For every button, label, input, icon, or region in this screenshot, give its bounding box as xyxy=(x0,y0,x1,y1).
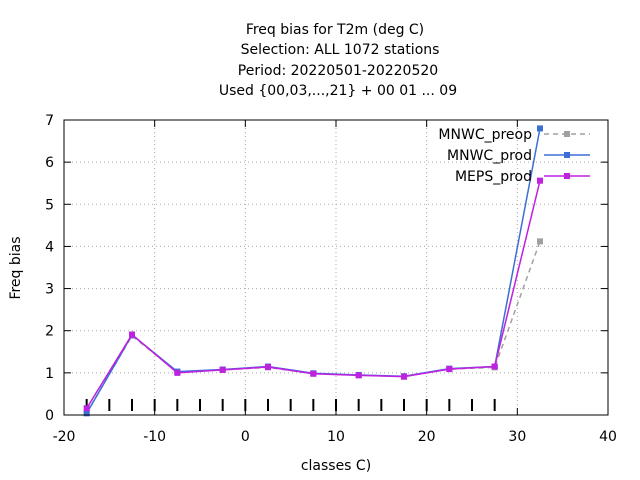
data-point xyxy=(265,363,271,370)
x-tick-label: 30 xyxy=(508,429,526,445)
data-point xyxy=(401,373,407,380)
series-line-MNWC_preop xyxy=(86,241,541,414)
y-tick-label: 5 xyxy=(45,197,54,213)
legend-label: MNWC_preop xyxy=(438,127,532,143)
y-tick-label: 3 xyxy=(45,282,54,298)
y-tick-label: 4 xyxy=(45,239,54,255)
legend-swatch-marker xyxy=(564,173,570,179)
legend-swatch-marker xyxy=(564,152,570,158)
data-point xyxy=(491,363,498,370)
x-tick-label: 0 xyxy=(241,429,250,445)
data-point xyxy=(310,370,317,377)
y-tick-label: 1 xyxy=(45,366,54,382)
x-tick-label: 40 xyxy=(599,429,617,445)
grid-lines xyxy=(64,120,608,415)
data-point xyxy=(83,410,90,417)
legend-label: MNWC_prod xyxy=(447,148,532,164)
y-tick-label: 7 xyxy=(45,113,54,129)
x-axis-label: classes C) xyxy=(301,458,371,474)
legend-swatch-marker xyxy=(564,131,570,137)
data-point xyxy=(537,125,543,132)
legend: MNWC_preop MNWC_prod MEPS_prod xyxy=(438,127,590,185)
y-tick-label: 2 xyxy=(45,324,54,340)
chart-title-line-4: Used {00,03,...,21} + 00 01 ... 09 xyxy=(219,83,457,99)
series-layer xyxy=(83,125,543,417)
data-point xyxy=(219,366,226,373)
plot-frame xyxy=(63,119,609,416)
chart-title-line-2: Selection: ALL 1072 stations xyxy=(241,42,440,58)
legend-label: MEPS_prod xyxy=(455,169,532,185)
data-point xyxy=(83,405,90,412)
axis-ticks: 0 1 2 3 4 5 6 7 -20 -10 0 10 20 30 40 xyxy=(45,113,617,445)
data-point xyxy=(537,238,543,245)
x-tick-label: -10 xyxy=(143,429,166,445)
x-tick-label: 20 xyxy=(418,429,436,445)
y-tick-label: 0 xyxy=(45,408,54,424)
series-MNWC_preop xyxy=(83,238,543,416)
data-point xyxy=(446,366,453,373)
data-point xyxy=(537,177,543,184)
data-point xyxy=(174,369,181,376)
x-tick-label: -20 xyxy=(53,429,76,445)
series-MEPS_prod xyxy=(83,177,543,412)
x-tick-label: 10 xyxy=(327,429,345,445)
data-point xyxy=(355,372,362,379)
chart-title-line-3: Period: 20220501-20220520 xyxy=(238,63,438,79)
y-axis-label: Freq bias xyxy=(8,236,24,299)
data-point xyxy=(129,331,135,338)
chart-title-line-1: Freq bias for T2m (deg C) xyxy=(246,22,424,38)
y-tick-label: 6 xyxy=(45,155,54,171)
